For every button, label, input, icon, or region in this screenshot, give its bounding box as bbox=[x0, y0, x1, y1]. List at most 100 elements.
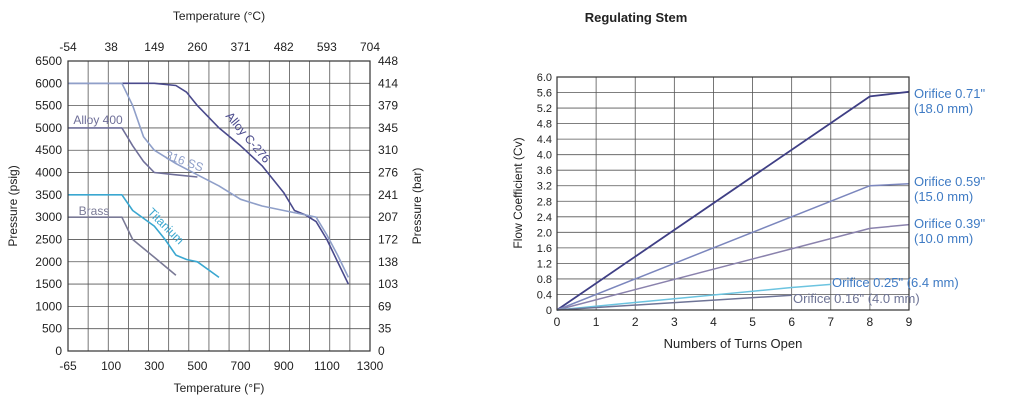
x-top-tick-label: 482 bbox=[274, 40, 294, 54]
y-tick-label: 4.4 bbox=[537, 134, 552, 146]
x-top-tick-label: -54 bbox=[59, 40, 77, 54]
y-tick-label: 2.8 bbox=[537, 196, 552, 208]
y-right-tick-label: 0 bbox=[378, 344, 385, 358]
x-tick-label: 7 bbox=[827, 315, 834, 329]
y-tick-label: 5500 bbox=[35, 99, 62, 113]
x-axis-title-top: Temperature (°C) bbox=[173, 9, 265, 23]
series-label: Orifice 0.16" (4.0 mm) bbox=[793, 291, 920, 306]
x-tick-label: 9 bbox=[906, 315, 913, 329]
series-left bbox=[68, 82, 350, 285]
regulating-stem-chart: Regulating Stem 0 1 2 3 4 5 6 7 8 9 0 0.4 0.8 1.2 1.6 2… bbox=[511, 10, 985, 351]
axes-right bbox=[556, 76, 910, 311]
x-top-tick-label: 371 bbox=[231, 40, 251, 54]
y-tick-label: 2.0 bbox=[537, 227, 552, 239]
ticks-left: -65 100 300 500 700 900 1100 1300 -54 38 149 260 371… bbox=[35, 40, 398, 373]
x-tick-label: 5 bbox=[749, 315, 756, 329]
y-tick-label: 5000 bbox=[35, 121, 62, 135]
series-label: Orifice 0.71" (18.0 mm) bbox=[914, 86, 985, 116]
y-tick-label: 0.8 bbox=[537, 274, 552, 286]
y-tick-label: 500 bbox=[42, 322, 62, 336]
axes-left bbox=[67, 60, 371, 352]
y-right-tick-label: 103 bbox=[378, 277, 398, 291]
series-right bbox=[556, 90, 910, 311]
plot-frame bbox=[67, 60, 371, 352]
series-label: Orifice 0.59" (15.0 mm) bbox=[914, 174, 985, 204]
series-line-316-ss bbox=[68, 82, 350, 278]
series-line-orifice-1 bbox=[556, 90, 910, 311]
series-label: Orifice 0.39" (10.0 mm) bbox=[914, 216, 985, 246]
x-top-tick-label: 593 bbox=[317, 40, 337, 54]
series-line-titanium bbox=[68, 194, 220, 279]
x-tick-label: 8 bbox=[867, 315, 874, 329]
plot-frame bbox=[556, 76, 910, 311]
y-tick-label: 6000 bbox=[35, 76, 62, 90]
y-right-tick-label: 345 bbox=[378, 121, 398, 135]
ticks-right: 0 1 2 3 4 5 6 7 8 9 0 0.4 0.8 1.2 1.6 2.0 2.4 2.8 3.2 3.6 4.… bbox=[537, 72, 913, 329]
x-top-tick-label: 260 bbox=[187, 40, 207, 54]
x-tick-label: 1300 bbox=[357, 359, 384, 373]
y-right-tick-label: 379 bbox=[378, 99, 398, 113]
y-tick-label: 4.0 bbox=[537, 150, 552, 162]
x-top-tick-label: 149 bbox=[144, 40, 164, 54]
y-tick-label: 3000 bbox=[35, 210, 62, 224]
y-tick-label: 1000 bbox=[35, 299, 62, 313]
y-axis-title-right: Pressure (bar) bbox=[410, 168, 424, 245]
y-tick-label: 2000 bbox=[35, 255, 62, 269]
y-tick-label: 3500 bbox=[35, 188, 62, 202]
x-top-tick-label: 38 bbox=[104, 40, 118, 54]
series-label: Alloy 400 bbox=[73, 113, 123, 127]
x-axis-title-bottom: Temperature (°F) bbox=[174, 381, 265, 395]
series-line-alloy-c-276 bbox=[68, 82, 350, 285]
y-tick-label: 3.2 bbox=[537, 181, 552, 193]
x-tick-label: 0 bbox=[554, 315, 561, 329]
chart-title: Regulating Stem bbox=[585, 10, 688, 25]
x-axis-title: Numbers of Turns Open bbox=[664, 336, 803, 351]
series-labels-right: Orifice 0.71" (18.0 mm) Orifice 0.59" (15.0… bbox=[793, 86, 985, 306]
series-line-alloy-400 bbox=[68, 127, 198, 178]
y-right-tick-label: 35 bbox=[378, 322, 392, 336]
y-right-tick-label: 138 bbox=[378, 255, 398, 269]
y-axis-title: Flow Coefficient (Cv) bbox=[511, 137, 525, 248]
x-tick-label: -65 bbox=[59, 359, 77, 373]
y-right-tick-label: 172 bbox=[378, 232, 398, 246]
x-tick-label: 2 bbox=[632, 315, 639, 329]
x-tick-label: 100 bbox=[101, 359, 121, 373]
y-tick-label: 0 bbox=[55, 344, 62, 358]
x-tick-label: 500 bbox=[187, 359, 207, 373]
y-right-tick-label: 310 bbox=[378, 143, 398, 157]
y-tick-label: 4000 bbox=[35, 166, 62, 180]
y-right-tick-label: 276 bbox=[378, 166, 398, 180]
series-line-orifice-3 bbox=[556, 223, 910, 311]
x-tick-label: 900 bbox=[274, 359, 294, 373]
series-line-orifice-5 bbox=[556, 294, 792, 311]
series-line-brass bbox=[68, 216, 177, 276]
y-tick-label: 2.4 bbox=[537, 212, 552, 224]
y-tick-label: 5.2 bbox=[537, 103, 552, 115]
series-line-orifice-2 bbox=[556, 183, 910, 311]
x-tick-label: 1100 bbox=[314, 359, 340, 373]
y-right-tick-label: 207 bbox=[378, 210, 398, 224]
y-tick-label: 4500 bbox=[35, 143, 62, 157]
series-label: Orifice 0.25" (6.4 mm) bbox=[832, 275, 959, 290]
x-tick-label: 6 bbox=[788, 315, 795, 329]
x-tick-label: 1 bbox=[593, 315, 600, 329]
y-tick-label: 3.6 bbox=[537, 165, 552, 177]
y-tick-label: 6500 bbox=[35, 54, 62, 68]
y-tick-label: 1.6 bbox=[537, 243, 552, 255]
y-tick-label: 1.2 bbox=[537, 258, 552, 270]
y-tick-label: 0 bbox=[546, 305, 552, 317]
x-tick-label: 4 bbox=[710, 315, 717, 329]
y-tick-label: 5.6 bbox=[537, 88, 552, 100]
x-tick-label: 3 bbox=[671, 315, 678, 329]
y-tick-label: 4.8 bbox=[537, 119, 552, 131]
y-right-tick-label: 414 bbox=[378, 76, 398, 90]
x-tick-label: 700 bbox=[231, 359, 251, 373]
y-right-tick-label: 69 bbox=[378, 299, 392, 313]
x-tick-label: 300 bbox=[144, 359, 164, 373]
series-label: Brass bbox=[79, 204, 110, 218]
grid-left bbox=[67, 60, 371, 352]
y-tick-label: 0.4 bbox=[537, 289, 552, 301]
y-tick-label: 1500 bbox=[35, 277, 62, 291]
